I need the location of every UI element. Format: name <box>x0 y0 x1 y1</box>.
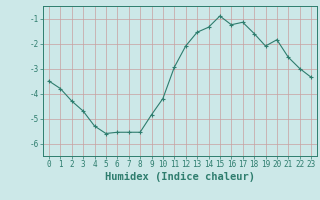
X-axis label: Humidex (Indice chaleur): Humidex (Indice chaleur) <box>105 172 255 182</box>
